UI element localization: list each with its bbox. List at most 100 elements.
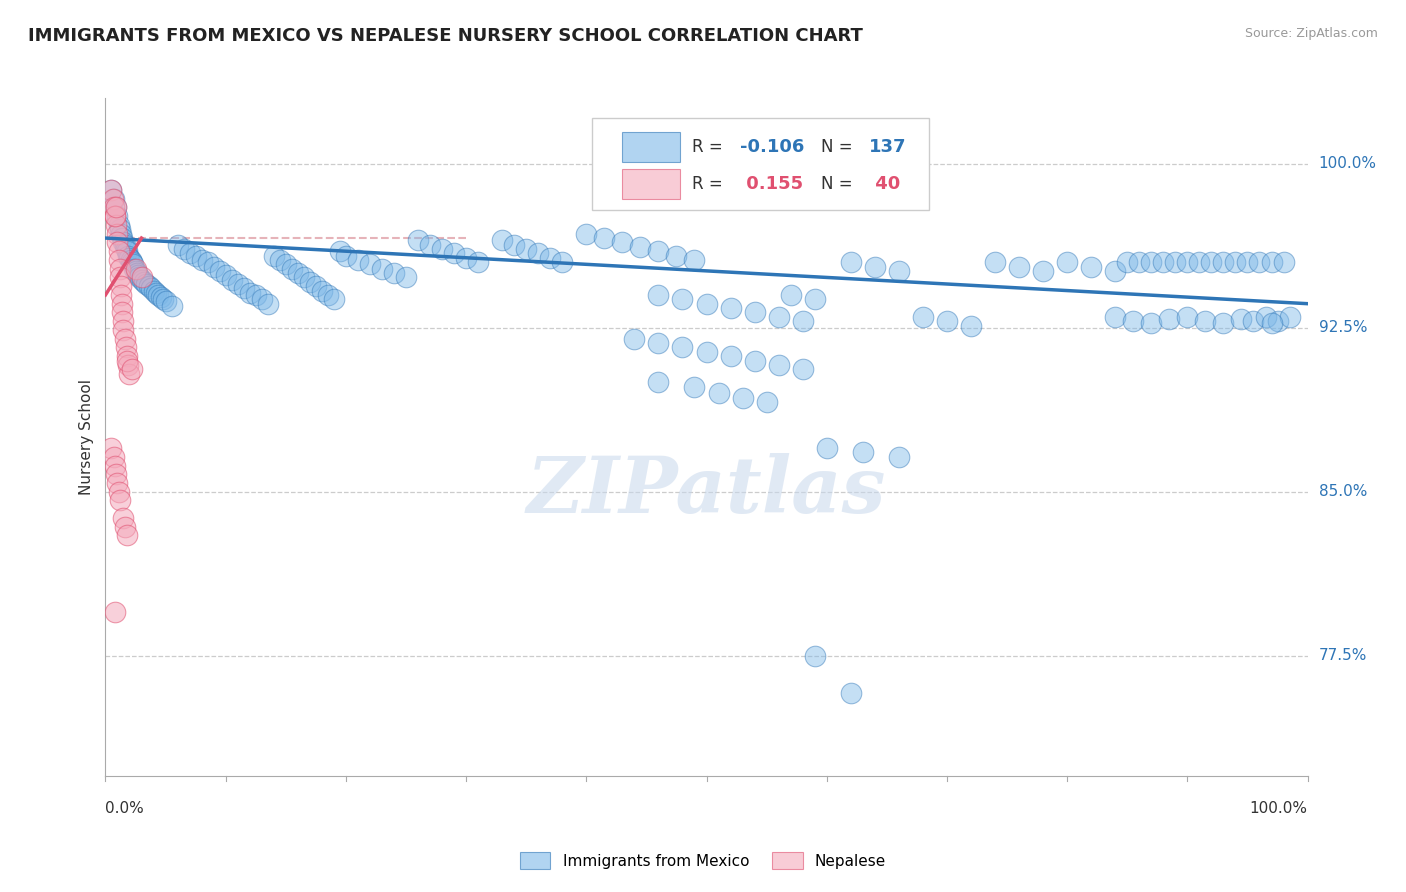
Point — [108, 493, 131, 508]
Point — [135, 277, 157, 291]
Point — [107, 209, 129, 223]
Point — [671, 293, 693, 307]
Point — [454, 251, 477, 265]
Point — [115, 353, 138, 368]
Point — [683, 252, 706, 267]
Point — [112, 323, 135, 337]
Point — [1278, 310, 1301, 324]
Point — [149, 290, 172, 304]
Point — [322, 293, 344, 307]
Point — [1152, 255, 1174, 269]
Point — [263, 249, 285, 263]
Point — [863, 260, 886, 274]
Point — [503, 237, 526, 252]
Point — [731, 391, 754, 405]
Point — [1159, 312, 1181, 326]
Point — [527, 246, 550, 260]
Point — [117, 358, 139, 372]
Point — [160, 299, 183, 313]
Point — [491, 233, 513, 247]
Point — [347, 252, 370, 267]
Point — [104, 209, 127, 223]
Point — [1260, 255, 1282, 269]
Point — [107, 227, 129, 241]
Point — [173, 242, 195, 256]
Point — [359, 257, 381, 271]
Point — [100, 183, 122, 197]
Point — [197, 255, 219, 269]
Point — [720, 301, 742, 315]
Point — [647, 244, 669, 259]
Text: 0.155: 0.155 — [740, 175, 803, 193]
Point — [1230, 312, 1253, 326]
Point — [145, 285, 167, 300]
Point — [124, 261, 146, 276]
Point — [152, 293, 174, 307]
Point — [124, 261, 146, 276]
Point — [131, 270, 153, 285]
Point — [114, 237, 136, 252]
Point — [382, 266, 405, 280]
Point — [538, 251, 561, 265]
Point — [1128, 255, 1150, 269]
Point — [1175, 310, 1198, 324]
Point — [117, 249, 139, 263]
Point — [202, 260, 225, 274]
Point — [1260, 317, 1282, 331]
Point — [125, 266, 148, 280]
Point — [768, 310, 790, 324]
Point — [1140, 317, 1163, 331]
Point — [1212, 317, 1234, 331]
Point — [406, 233, 429, 247]
Point — [114, 332, 136, 346]
Point — [166, 237, 188, 252]
Point — [245, 288, 267, 302]
Point — [269, 252, 291, 267]
Text: 137: 137 — [869, 138, 907, 156]
Text: 77.5%: 77.5% — [1319, 648, 1367, 664]
Point — [105, 467, 128, 482]
Point — [103, 201, 125, 215]
Point — [1254, 310, 1277, 324]
Point — [755, 395, 778, 409]
Point — [104, 209, 127, 223]
Point — [121, 362, 143, 376]
Point — [593, 231, 616, 245]
Point — [1122, 314, 1144, 328]
Point — [118, 367, 141, 381]
Point — [1212, 255, 1234, 269]
Point — [110, 279, 132, 293]
Point — [852, 445, 875, 459]
Point — [110, 227, 132, 241]
Legend: Immigrants from Mexico, Nepalese: Immigrants from Mexico, Nepalese — [513, 846, 893, 875]
Point — [1188, 255, 1211, 269]
Point — [107, 218, 129, 232]
Point — [110, 288, 132, 302]
Point — [132, 275, 155, 289]
Point — [120, 252, 142, 267]
Text: 100.0%: 100.0% — [1250, 801, 1308, 816]
Text: 40: 40 — [869, 175, 900, 193]
Point — [101, 192, 124, 206]
Point — [239, 285, 262, 300]
Point — [100, 441, 122, 455]
Point — [1104, 264, 1126, 278]
Point — [515, 242, 537, 256]
Point — [115, 244, 138, 259]
Point — [984, 255, 1007, 269]
Point — [112, 314, 135, 328]
Point — [107, 235, 129, 250]
Point — [612, 235, 634, 250]
Point — [256, 296, 278, 310]
Point — [768, 358, 790, 372]
Point — [647, 288, 669, 302]
Text: 85.0%: 85.0% — [1319, 484, 1367, 500]
Point — [111, 296, 134, 310]
Point — [108, 222, 131, 236]
Point — [311, 284, 333, 298]
Point — [792, 362, 814, 376]
Point — [103, 450, 125, 464]
Point — [112, 235, 135, 250]
Point — [111, 305, 134, 319]
Point — [419, 237, 441, 252]
